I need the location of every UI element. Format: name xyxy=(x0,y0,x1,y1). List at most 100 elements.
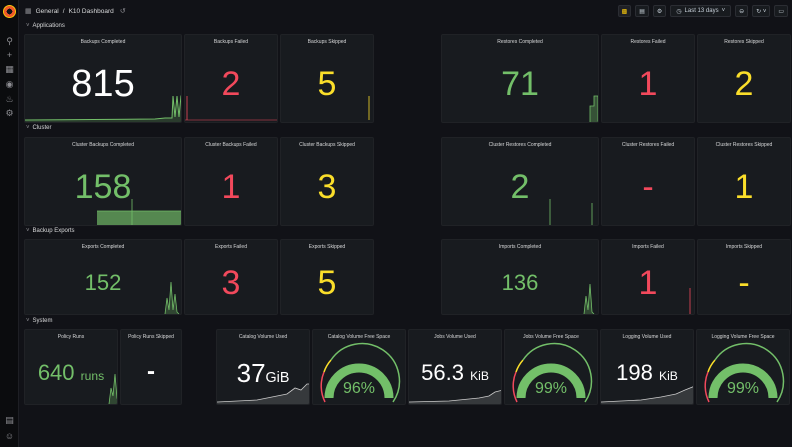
panel-title: Logging Volume Used xyxy=(622,334,672,340)
plus-icon[interactable]: + xyxy=(6,50,13,60)
panel-title: Backups Completed xyxy=(80,39,126,45)
dashboard-title[interactable]: K10 Dashboard xyxy=(68,7,114,15)
panel-imports-skipped[interactable]: Imports Skipped - xyxy=(697,239,791,315)
row-title-label: Cluster xyxy=(32,125,52,131)
panel-restores-failed[interactable]: Restores Failed 1 xyxy=(601,34,695,123)
panel-exports-failed[interactable]: Exports Failed 3 xyxy=(184,239,278,315)
dashboard-settings-button[interactable]: ⚙ xyxy=(652,5,667,17)
save-dashboard-button[interactable]: ▤ xyxy=(635,5,649,17)
panel-title: Jobs Volume Used xyxy=(434,334,476,340)
stat-value: 5 xyxy=(317,264,337,302)
panel-title: Cluster Restores Skipped xyxy=(715,142,773,148)
gauge xyxy=(320,342,401,403)
panel-cluster-restores-skipped[interactable]: Cluster Restores Skipped 1 xyxy=(697,137,791,226)
panel-jobs-volume-free[interactable]: Jobs Volume Free Space 99% xyxy=(504,329,598,405)
panel-title: Catalog Volume Used xyxy=(238,334,288,340)
gauge xyxy=(512,342,593,403)
chevron-down-icon: ˅ xyxy=(26,23,30,29)
top-nav: ▦ General / K10 Dashboard ↺ ▩ ▤ ⚙ ◷ Last… xyxy=(19,0,792,22)
sparkline xyxy=(601,386,693,404)
panel-backups-failed[interactable]: Backups Failed 2 xyxy=(184,34,278,123)
panel-policy-runs[interactable]: Policy Runs 640 runs xyxy=(24,329,118,405)
panel-cluster-restores-completed[interactable]: Cluster Restores Completed 2 xyxy=(441,137,599,226)
panel-policy-runs-skipped[interactable]: Policy Runs Skipped - xyxy=(120,329,182,405)
row-applications[interactable]: ˅ Applications xyxy=(26,23,65,29)
panel-title: Cluster Backups Completed xyxy=(72,142,134,148)
stat-value: 37GiB xyxy=(217,358,309,389)
panel-title: Backups Failed xyxy=(213,39,249,45)
panel-imports-completed[interactable]: Imports Completed 136 xyxy=(441,239,599,315)
panel-catalog-volume-used[interactable]: Catalog Volume Used 37GiB xyxy=(216,329,310,405)
zoom-out-button[interactable]: ⊖ xyxy=(735,5,749,17)
panel-cluster-backups-skipped[interactable]: Cluster Backups Skipped 3 xyxy=(280,137,374,226)
refresh-button[interactable]: ↻ ˅ xyxy=(752,5,771,17)
stat-value: 2 xyxy=(510,168,530,206)
panel-restores-completed[interactable]: Restores Completed 71 xyxy=(441,34,599,123)
refresh-icon: ↻ ˅ xyxy=(756,8,767,15)
panel-cluster-backups-completed[interactable]: Cluster Backups Completed 158 xyxy=(24,137,182,226)
chevron-down-icon: ˅ xyxy=(721,8,726,14)
stat-unit: runs xyxy=(80,369,105,383)
stat-value: - xyxy=(642,168,654,206)
stat-value: 152 xyxy=(84,270,122,295)
panel-cluster-backups-failed[interactable]: Cluster Backups Failed 1 xyxy=(184,137,278,226)
panel-catalog-volume-free[interactable]: Catalog Volume Free Space 96% xyxy=(312,329,406,405)
sparkline xyxy=(164,281,180,314)
stat-value: - xyxy=(738,264,750,302)
grafana-logo-icon[interactable] xyxy=(3,5,16,18)
stat-value: 5 xyxy=(317,65,337,103)
share-icon[interactable]: ↺ xyxy=(119,8,126,15)
row-system[interactable]: ˅ System xyxy=(26,318,53,324)
stat-value: 136 xyxy=(501,270,539,295)
breadcrumb-separator: / xyxy=(62,7,65,15)
user-icon[interactable]: ☺ xyxy=(4,431,15,441)
breadcrumb-folder[interactable]: General xyxy=(35,7,59,15)
panel-backups-skipped[interactable]: Backups Skipped 5 xyxy=(280,34,374,123)
panel-imports-failed[interactable]: Imports Failed 1 xyxy=(601,239,695,315)
row-title-label: Applications xyxy=(32,23,65,29)
panel-jobs-volume-used[interactable]: Jobs Volume Used 56.3 KiB xyxy=(408,329,502,405)
panel-restores-skipped[interactable]: Restores Skipped 2 xyxy=(697,34,791,123)
panel-title: Cluster Backups Skipped xyxy=(299,142,355,148)
stat-value: 2 xyxy=(734,65,754,103)
panel-title: Policy Runs xyxy=(57,334,85,340)
panel-title: Restores Completed xyxy=(497,39,543,45)
row-title-label: Backup Exports xyxy=(32,228,75,234)
sparkline xyxy=(589,95,598,122)
search-icon[interactable]: ⚲ xyxy=(6,36,13,46)
panel-title: Cluster Restores Completed xyxy=(488,142,552,148)
alerting-icon[interactable]: ♨ xyxy=(5,94,14,104)
panel-logging-volume-used[interactable]: Logging Volume Used 198 KiB xyxy=(600,329,694,405)
stat-value: 3 xyxy=(317,168,337,206)
add-panel-button[interactable]: ▩ xyxy=(617,5,632,17)
stat-number: 37 xyxy=(236,358,266,388)
panel-logging-volume-free[interactable]: Logging Volume Free Space 99% xyxy=(696,329,790,405)
row-cluster[interactable]: ˅ Cluster xyxy=(26,125,52,131)
breadcrumb: ▦ General / K10 Dashboard ↺ xyxy=(25,7,126,16)
panel-backups-completed[interactable]: Backups Completed 815 xyxy=(24,34,182,123)
panel-exports-completed[interactable]: Exports Completed 152 xyxy=(24,239,182,315)
sparkline xyxy=(217,383,309,404)
tv-mode-button[interactable]: ▭ xyxy=(774,5,788,17)
dashboards-icon[interactable]: ▦ xyxy=(5,64,14,74)
help-icon[interactable]: ▤ xyxy=(5,415,14,425)
panel-title: Restores Skipped xyxy=(724,39,764,45)
row-backup-exports[interactable]: ˅ Backup Exports xyxy=(26,228,75,234)
configuration-icon[interactable]: ⚙ xyxy=(5,108,14,118)
panel-exports-skipped[interactable]: Exports Skipped 5 xyxy=(280,239,374,315)
panel-cluster-restores-failed[interactable]: Cluster Restores Failed - xyxy=(601,137,695,226)
time-range-picker[interactable]: ◷ Last 13 days ˅ xyxy=(670,5,732,17)
dashboard-grid-icon: ▦ xyxy=(25,8,32,15)
stat-number: 198 xyxy=(616,360,653,385)
stat-value: 71 xyxy=(501,65,539,103)
sparkline xyxy=(368,96,370,120)
panel-title: Cluster Backups Failed xyxy=(205,142,257,148)
panel-title: Policy Runs Skipped xyxy=(128,334,174,340)
panel-title: Jobs Volume Free Space xyxy=(523,334,579,340)
gear-icon: ⚙ xyxy=(656,8,663,15)
time-range-label: Last 13 days xyxy=(684,8,719,14)
stat-value: 1 xyxy=(221,168,241,206)
stat-value: - xyxy=(147,358,155,385)
explore-icon[interactable]: ◉ xyxy=(5,79,14,89)
chevron-down-icon: ˅ xyxy=(26,318,30,324)
